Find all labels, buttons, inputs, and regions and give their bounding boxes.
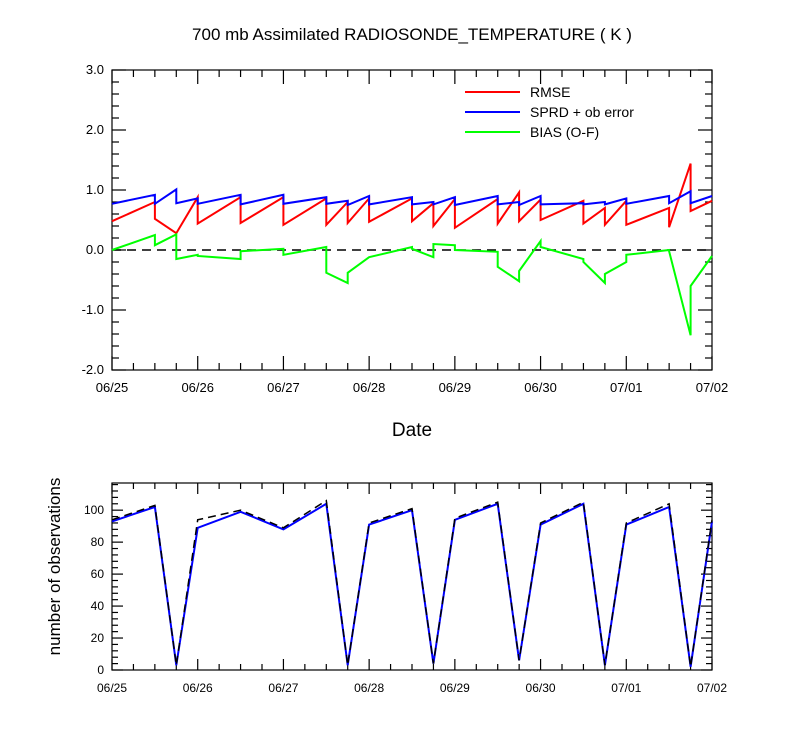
y-tick-label: 80: [91, 535, 105, 549]
x-tick-label: 06/26: [181, 380, 214, 395]
y-tick-label: 0: [97, 663, 104, 677]
x-tick-label: 06/30: [524, 380, 557, 395]
legend-label: RMSE: [530, 84, 570, 100]
y-tick-label: 1.0: [86, 182, 104, 197]
y-tick-label: 100: [84, 503, 104, 517]
y-tick-label: 60: [91, 567, 105, 581]
y-tick-label: 20: [91, 631, 105, 645]
x-tick-label: 06/28: [354, 681, 384, 695]
x-tick-label: 07/01: [611, 681, 641, 695]
y-tick-label: 0.0: [86, 242, 104, 257]
y-tick-label: 40: [91, 599, 105, 613]
x-tick-label: 06/27: [267, 380, 300, 395]
x-tick-label: 06/25: [96, 380, 129, 395]
y-tick-label: -1.0: [82, 302, 104, 317]
x-tick-label: 07/02: [696, 380, 729, 395]
series-line-assimilated: [111, 502, 713, 667]
series-line-rmse: [111, 163, 713, 235]
x-tick-label: 06/25: [97, 681, 127, 695]
series-line-bias-o-f: [111, 232, 713, 336]
x-tick-label: 07/01: [610, 380, 643, 395]
y-tick-label: -2.0: [82, 362, 104, 377]
legend-label: BIAS (O-F): [530, 124, 599, 140]
x-tick-label: 07/02: [697, 681, 727, 695]
x-tick-label: 06/28: [353, 380, 386, 395]
x-tick-label: 06/27: [268, 681, 298, 695]
y-tick-label: 3.0: [86, 62, 104, 77]
series-line-possible: [111, 499, 713, 667]
x-tick-label: 06/29: [439, 380, 472, 395]
x-tick-label: 06/26: [183, 681, 213, 695]
series-line-sprd-ob-error: [111, 187, 713, 207]
y-axis-label: number of observations: [45, 478, 64, 656]
x-tick-label: 06/30: [526, 681, 556, 695]
x-tick-label: 06/29: [440, 681, 470, 695]
chart-title: 700 mb Assimilated RADIOSONDE_TEMPERATUR…: [192, 25, 632, 44]
bottom-panel: 06/25 06/26 06/27 06/28 06/29 06/30 07/01 07/02…: [45, 478, 727, 695]
top-panel: 06/25 06/26 06/27 06/28 06/29 06/30 07/01 07/02…: [82, 62, 729, 441]
legend-label: SPRD + ob error: [530, 104, 634, 120]
y-tick-label: 2.0: [86, 122, 104, 137]
x-axis-label: Date: [392, 420, 432, 441]
